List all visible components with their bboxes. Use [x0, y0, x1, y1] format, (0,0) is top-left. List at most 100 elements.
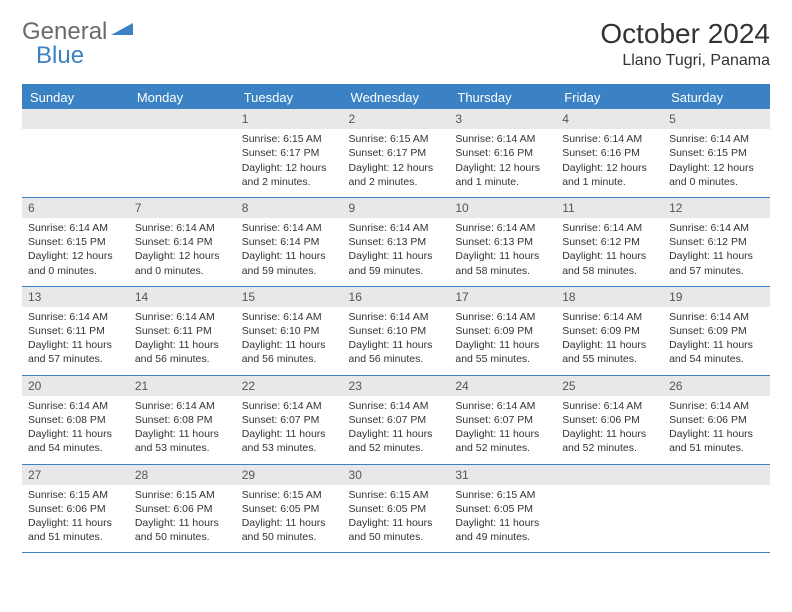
day-content: Sunrise: 6:14 AMSunset: 6:13 PMDaylight:… [343, 218, 450, 286]
page-header: General October 2024 Llano Tugri, Panama [22, 18, 770, 70]
calendar-day-cell: 4Sunrise: 6:14 AMSunset: 6:16 PMDaylight… [556, 109, 663, 197]
day-number: 17 [449, 287, 556, 307]
day-content: Sunrise: 6:15 AMSunset: 6:06 PMDaylight:… [129, 485, 236, 553]
sunset-text: Sunset: 6:13 PM [349, 235, 444, 249]
sunset-text: Sunset: 6:07 PM [242, 413, 337, 427]
sunrise-text: Sunrise: 6:14 AM [455, 132, 550, 146]
sunset-text: Sunset: 6:11 PM [135, 324, 230, 338]
calendar-week-row: 1Sunrise: 6:15 AMSunset: 6:17 PMDaylight… [22, 109, 770, 197]
day-number: 8 [236, 198, 343, 218]
sunrise-text: Sunrise: 6:14 AM [669, 399, 764, 413]
sunrise-text: Sunrise: 6:14 AM [28, 221, 123, 235]
weekday-header: Tuesday [236, 85, 343, 109]
calendar-day-cell [22, 109, 129, 197]
day-content: Sunrise: 6:14 AMSunset: 6:16 PMDaylight:… [449, 129, 556, 197]
calendar-week-row: 13Sunrise: 6:14 AMSunset: 6:11 PMDayligh… [22, 286, 770, 375]
day-content: Sunrise: 6:14 AMSunset: 6:07 PMDaylight:… [449, 396, 556, 464]
day-content: Sunrise: 6:14 AMSunset: 6:08 PMDaylight:… [129, 396, 236, 464]
calendar-day-cell: 28Sunrise: 6:15 AMSunset: 6:06 PMDayligh… [129, 464, 236, 553]
day-number: 7 [129, 198, 236, 218]
day-number: 13 [22, 287, 129, 307]
daylight-text: Daylight: 11 hours and 58 minutes. [455, 249, 550, 277]
calendar-week-row: 27Sunrise: 6:15 AMSunset: 6:06 PMDayligh… [22, 464, 770, 553]
daylight-text: Daylight: 12 hours and 0 minutes. [669, 161, 764, 189]
sunrise-text: Sunrise: 6:14 AM [28, 310, 123, 324]
day-number: 2 [343, 109, 450, 129]
day-content: Sunrise: 6:14 AMSunset: 6:06 PMDaylight:… [663, 396, 770, 464]
calendar-day-cell: 26Sunrise: 6:14 AMSunset: 6:06 PMDayligh… [663, 375, 770, 464]
sunrise-text: Sunrise: 6:14 AM [242, 221, 337, 235]
calendar-day-cell: 22Sunrise: 6:14 AMSunset: 6:07 PMDayligh… [236, 375, 343, 464]
day-number: 9 [343, 198, 450, 218]
sunset-text: Sunset: 6:17 PM [349, 146, 444, 160]
calendar-day-cell: 23 Sunrise: 6:14 AMSunset: 6:07 PMDayligh… [343, 375, 450, 464]
sunrise-text: Sunrise: 6:14 AM [562, 221, 657, 235]
daylight-text: Daylight: 12 hours and 2 minutes. [242, 161, 337, 189]
daylight-text: Daylight: 12 hours and 1 minute. [455, 161, 550, 189]
day-content: Sunrise: 6:14 AMSunset: 6:13 PMDaylight:… [449, 218, 556, 286]
day-number: 24 [449, 376, 556, 396]
day-content: Sunrise: 6:14 AMSunset: 6:09 PMDaylight:… [556, 307, 663, 375]
day-content: Sunrise: 6:14 AMSunset: 6:09 PMDaylight:… [663, 307, 770, 375]
sunset-text: Sunset: 6:17 PM [242, 146, 337, 160]
title-block: October 2024 Llano Tugri, Panama [600, 18, 770, 70]
sunset-text: Sunset: 6:07 PM [349, 413, 444, 427]
calendar-day-cell: 10Sunrise: 6:14 AMSunset: 6:13 PMDayligh… [449, 197, 556, 286]
calendar-body: 1Sunrise: 6:15 AMSunset: 6:17 PMDaylight… [22, 109, 770, 553]
calendar-day-cell: 13Sunrise: 6:14 AMSunset: 6:11 PMDayligh… [22, 286, 129, 375]
sunrise-text: Sunrise: 6:14 AM [242, 399, 337, 413]
sunset-text: Sunset: 6:11 PM [28, 324, 123, 338]
sunrise-text: Sunrise: 6:14 AM [135, 399, 230, 413]
sunset-text: Sunset: 6:06 PM [135, 502, 230, 516]
calendar-day-cell: 27Sunrise: 6:15 AMSunset: 6:06 PMDayligh… [22, 464, 129, 553]
calendar-day-cell: 8Sunrise: 6:14 AMSunset: 6:14 PMDaylight… [236, 197, 343, 286]
calendar-day-cell: 7Sunrise: 6:14 AMSunset: 6:14 PMDaylight… [129, 197, 236, 286]
sunset-text: Sunset: 6:10 PM [349, 324, 444, 338]
daylight-text: Daylight: 11 hours and 53 minutes. [135, 427, 230, 455]
daylight-text: Daylight: 12 hours and 0 minutes. [135, 249, 230, 277]
sunrise-text: Sunrise: 6:15 AM [455, 488, 550, 502]
daylight-text: Daylight: 11 hours and 52 minutes. [349, 427, 444, 455]
daylight-text: Daylight: 11 hours and 56 minutes. [135, 338, 230, 366]
calendar-week-row: 6Sunrise: 6:14 AMSunset: 6:15 PMDaylight… [22, 197, 770, 286]
sunrise-text: Sunrise: 6:14 AM [562, 132, 657, 146]
daylight-text: Daylight: 11 hours and 51 minutes. [28, 516, 123, 544]
weekday-header: Monday [129, 85, 236, 109]
day-content: Sunrise: 6:14 AMSunset: 6:15 PMDaylight:… [22, 218, 129, 286]
day-content: Sunrise: 6:15 AMSunset: 6:17 PMDaylight:… [343, 129, 450, 197]
sunset-text: Sunset: 6:06 PM [562, 413, 657, 427]
day-number: 11 [556, 198, 663, 218]
calendar-day-cell: 9Sunrise: 6:14 AMSunset: 6:13 PMDaylight… [343, 197, 450, 286]
sunset-text: Sunset: 6:05 PM [349, 502, 444, 516]
day-content: Sunrise: 6:14 AMSunset: 6:06 PMDaylight:… [556, 396, 663, 464]
sunset-text: Sunset: 6:12 PM [669, 235, 764, 249]
sunrise-text: Sunrise: 6:14 AM [349, 399, 444, 413]
sunrise-text: Sunrise: 6:14 AM [455, 399, 550, 413]
calendar-header-row: SundayMondayTuesdayWednesdayThursdayFrid… [22, 85, 770, 109]
sunrise-text: Sunrise: 6:15 AM [349, 488, 444, 502]
day-number: 10 [449, 198, 556, 218]
sunrise-text: Sunrise: 6:14 AM [28, 399, 123, 413]
day-content: Sunrise: 6:15 AMSunset: 6:06 PMDaylight:… [22, 485, 129, 553]
daylight-text: Daylight: 11 hours and 56 minutes. [349, 338, 444, 366]
day-number: 30 [343, 465, 450, 485]
sunset-text: Sunset: 6:06 PM [669, 413, 764, 427]
daylight-text: Daylight: 12 hours and 0 minutes. [28, 249, 123, 277]
day-number: 23 [343, 376, 450, 396]
calendar-day-cell: 2Sunrise: 6:15 AMSunset: 6:17 PMDaylight… [343, 109, 450, 197]
sunset-text: Sunset: 6:09 PM [455, 324, 550, 338]
day-content: Sunrise: 6:14 AMSunset: 6:10 PMDaylight:… [236, 307, 343, 375]
sunset-text: Sunset: 6:16 PM [562, 146, 657, 160]
daylight-text: Daylight: 11 hours and 54 minutes. [669, 338, 764, 366]
day-content: Sunrise: 6:15 AMSunset: 6:05 PMDaylight:… [236, 485, 343, 553]
daylight-text: Daylight: 11 hours and 52 minutes. [562, 427, 657, 455]
day-content: Sunrise: 6:15 AMSunset: 6:17 PMDaylight:… [236, 129, 343, 197]
calendar-day-cell: 6Sunrise: 6:14 AMSunset: 6:15 PMDaylight… [22, 197, 129, 286]
day-number-empty [556, 465, 663, 485]
sunset-text: Sunset: 6:09 PM [669, 324, 764, 338]
daylight-text: Daylight: 11 hours and 50 minutes. [349, 516, 444, 544]
day-number: 1 [236, 109, 343, 129]
logo-flag-icon [111, 21, 133, 44]
day-content-empty [129, 129, 236, 187]
sunset-text: Sunset: 6:09 PM [562, 324, 657, 338]
